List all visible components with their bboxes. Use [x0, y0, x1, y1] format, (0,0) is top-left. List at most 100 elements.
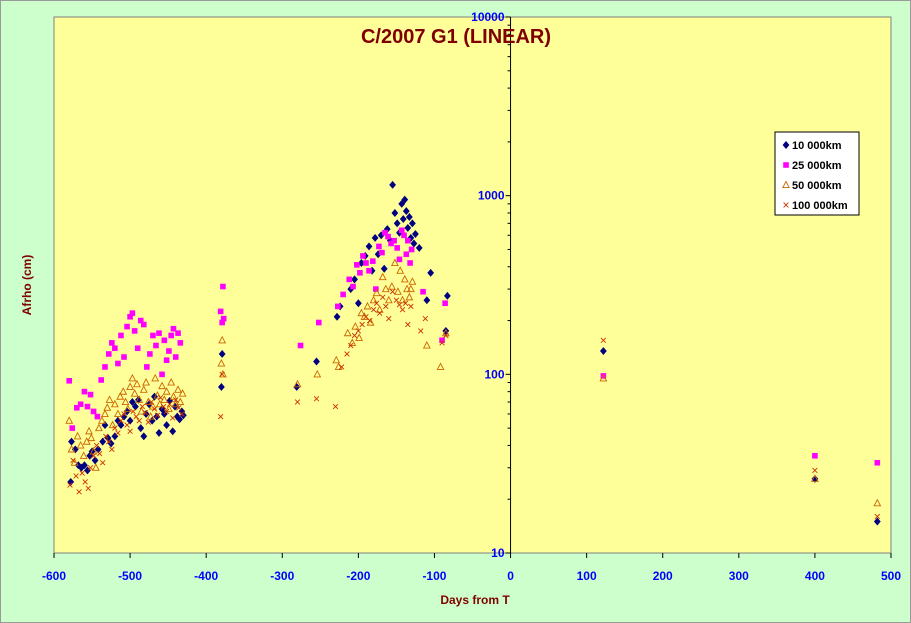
x-axis-title: Days from T — [440, 593, 510, 607]
data-point — [77, 401, 84, 408]
data-point — [354, 299, 362, 308]
data-point — [126, 416, 134, 425]
data-point — [393, 297, 400, 303]
data-point — [386, 315, 392, 322]
data-point — [372, 288, 381, 297]
data-point — [85, 426, 93, 435]
data-point — [115, 360, 121, 367]
x-tick-label: 100 — [577, 569, 597, 583]
chart-title: C/2007 G1 (LINEAR) — [361, 26, 551, 48]
data-point — [599, 347, 607, 356]
data-point — [157, 394, 164, 401]
data-point — [176, 405, 182, 411]
data-point — [396, 302, 403, 308]
data-point — [346, 276, 353, 283]
data-point — [129, 310, 136, 316]
data-point — [812, 467, 818, 474]
data-point — [369, 295, 378, 304]
data-point — [600, 373, 607, 379]
data-point — [439, 337, 445, 344]
data-point — [67, 482, 73, 488]
data-point — [373, 300, 380, 306]
data-point — [163, 408, 170, 415]
data-point — [94, 423, 103, 432]
data-point — [401, 195, 409, 204]
data-point — [82, 437, 91, 445]
data-point — [145, 419, 152, 425]
data-point — [173, 397, 179, 403]
data-point — [70, 457, 76, 464]
data-point — [148, 402, 157, 410]
x-tick-label: 200 — [653, 569, 673, 583]
data-point — [147, 351, 153, 357]
data-point — [350, 283, 356, 290]
data-point — [179, 411, 185, 417]
data-point — [102, 364, 108, 370]
data-point — [163, 421, 171, 430]
data-point — [87, 391, 94, 398]
data-point — [379, 249, 385, 256]
data-point — [153, 342, 159, 349]
data-point — [396, 256, 403, 263]
data-point — [332, 355, 341, 364]
data-point — [367, 317, 373, 324]
data-point — [112, 425, 118, 431]
data-point — [89, 447, 98, 455]
data-point — [373, 286, 379, 292]
x-tick-label: 300 — [729, 569, 749, 583]
x-tick-label: 0 — [507, 569, 514, 583]
data-point — [106, 438, 112, 445]
data-point — [151, 373, 160, 382]
data-point — [293, 379, 302, 388]
data-point — [154, 412, 161, 418]
data-point — [393, 287, 402, 295]
data-point — [136, 418, 142, 424]
data-point — [423, 296, 431, 305]
legend-marker — [782, 141, 790, 149]
data-point — [436, 362, 445, 370]
data-point — [130, 389, 139, 397]
y-tick-label: 1000 — [478, 189, 505, 203]
data-point — [219, 371, 225, 378]
data-point — [94, 413, 101, 420]
data-point — [150, 332, 156, 339]
data-point — [126, 382, 135, 390]
y-tick-label: 10 — [491, 546, 505, 560]
data-point — [360, 253, 366, 259]
x-tick-label: -500 — [118, 569, 142, 583]
data-point — [313, 357, 320, 366]
data-point — [142, 409, 149, 416]
legend-label: 100 000km — [792, 200, 848, 212]
data-point — [332, 403, 339, 410]
data-point — [66, 378, 73, 384]
x-tick-label: -300 — [270, 569, 294, 583]
data-point — [376, 243, 382, 250]
data-point — [381, 284, 390, 293]
data-point — [139, 403, 145, 410]
data-point — [133, 413, 139, 420]
data-point — [294, 399, 301, 405]
data-point — [176, 415, 183, 424]
data-point — [375, 305, 384, 313]
data-point — [403, 284, 412, 293]
data-point — [351, 275, 358, 284]
data-point — [389, 288, 396, 295]
data-point — [217, 413, 224, 420]
data-point — [398, 199, 406, 208]
data-point — [348, 342, 354, 349]
data-point — [65, 416, 74, 424]
data-point — [155, 399, 164, 408]
data-point — [69, 425, 76, 431]
x-tick-label: -100 — [422, 569, 446, 583]
data-point — [117, 421, 125, 430]
data-point — [351, 332, 358, 339]
data-point — [140, 321, 147, 328]
data-point — [363, 301, 372, 310]
data-point — [391, 237, 397, 244]
data-point — [76, 489, 82, 495]
legend-box — [774, 131, 860, 216]
data-point — [313, 369, 322, 378]
data-point — [142, 378, 151, 386]
data-point — [169, 392, 178, 400]
data-point — [394, 245, 400, 251]
